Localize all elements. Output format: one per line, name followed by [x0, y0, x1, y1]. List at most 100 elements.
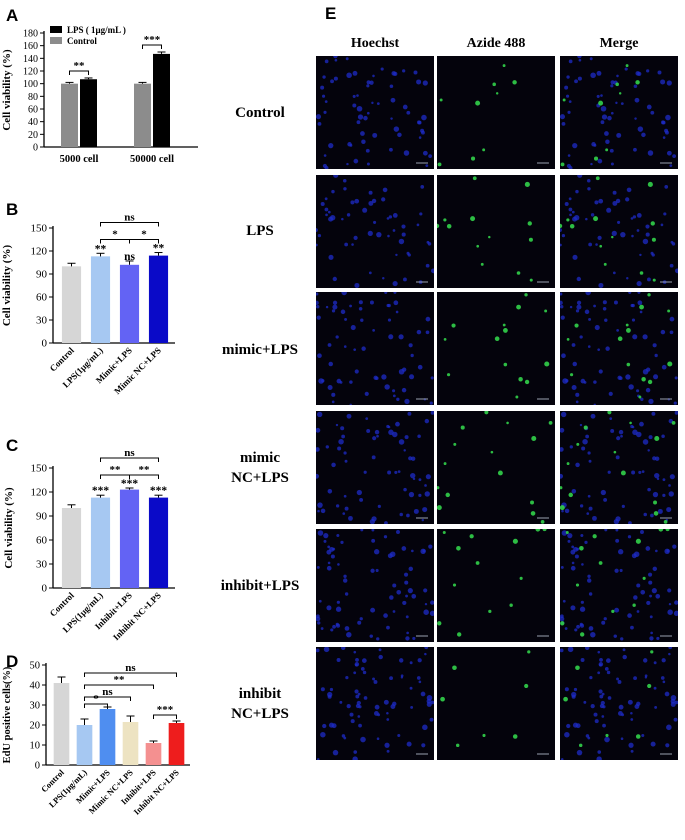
nucleus-dot — [673, 717, 678, 722]
edu-dot — [456, 632, 462, 637]
nucleus-dot — [413, 70, 418, 75]
nucleus-dot — [422, 80, 428, 86]
nucleus-dot — [404, 398, 410, 405]
edu-dot — [495, 92, 499, 95]
nucleus-dot — [350, 325, 356, 331]
edu-dot — [671, 420, 676, 425]
micrograph-image — [316, 411, 434, 524]
nucleus-dot — [349, 403, 352, 405]
edu-dot — [653, 500, 658, 505]
nucleus-dot — [411, 549, 414, 553]
nucleus-dot — [668, 491, 674, 497]
bar-5 — [168, 723, 185, 765]
nucleus-dot — [405, 594, 408, 598]
micrograph-hoechst-row-2 — [316, 292, 434, 405]
edu-dot — [568, 492, 573, 498]
nucleus-dot — [328, 361, 333, 367]
nucleus-dot — [565, 94, 570, 98]
significance-label: ** — [74, 60, 86, 72]
nucleus-dot — [349, 143, 353, 147]
nucleus-dot — [323, 154, 327, 157]
edu-dot — [530, 511, 536, 516]
nucleus-dot — [396, 397, 400, 401]
nucleus-dot — [621, 713, 625, 717]
nucleus-dot — [320, 731, 326, 738]
nucleus-dot — [387, 303, 391, 308]
nucleus-dot — [600, 700, 605, 706]
nucleus-dot — [631, 234, 634, 238]
nucleus-dot — [338, 438, 344, 445]
nucleus-dot — [632, 334, 638, 340]
edu-dot — [647, 181, 653, 188]
edu-dot — [443, 218, 447, 222]
nucleus-dot — [572, 254, 578, 260]
nucleus-dot — [322, 163, 327, 169]
edu-dot — [613, 450, 617, 454]
nucleus-dot — [342, 178, 347, 183]
nucleus-dot — [344, 506, 349, 511]
nucleus-dot — [316, 565, 320, 569]
nucleus-dot — [371, 516, 377, 522]
edu-dot — [560, 505, 565, 511]
nucleus-dot — [561, 530, 568, 536]
nucleus-dot — [418, 478, 422, 482]
nucleus-dot — [652, 343, 657, 348]
nucleus-dot — [358, 307, 363, 311]
nucleus-dot — [633, 84, 638, 89]
edu-dot — [437, 621, 442, 626]
nucleus-dot — [353, 650, 357, 654]
micrograph-image — [316, 647, 434, 760]
nucleus-dot — [383, 535, 388, 539]
nucleus-dot — [674, 700, 678, 705]
nucleus-dot — [335, 335, 339, 339]
nucleus-dot — [641, 132, 646, 138]
nucleus-dot — [574, 554, 579, 559]
y-tick-label: 120 — [31, 246, 48, 258]
edu-dot — [518, 377, 523, 382]
nucleus-dot — [567, 533, 573, 539]
nucleus-dot — [402, 600, 407, 606]
nucleus-dot — [430, 600, 434, 605]
nucleus-dot — [353, 235, 358, 240]
nucleus-dot — [321, 94, 326, 98]
nucleus-dot — [424, 491, 430, 497]
nucleus-dot — [560, 565, 564, 569]
nucleus-dot — [318, 599, 322, 603]
edu-dot — [527, 650, 531, 654]
nucleus-dot — [395, 421, 400, 427]
edu-dot — [452, 583, 457, 587]
nucleus-dot — [397, 470, 401, 473]
edu-dot — [503, 362, 508, 367]
nucleus-dot — [649, 594, 652, 598]
nucleus-dot — [410, 705, 414, 709]
nucleus-dot — [672, 544, 677, 549]
nucleus-dot — [630, 749, 634, 753]
nucleus-dot — [417, 364, 423, 370]
nucleus-dot — [630, 424, 634, 429]
nucleus-dot — [331, 462, 336, 468]
micrograph-merge-row-2 — [560, 292, 678, 405]
nucleus-dot — [562, 599, 566, 603]
nucleus-dot — [654, 472, 660, 479]
nucleus-dot — [420, 185, 425, 189]
nucleus-dot — [375, 376, 379, 381]
nucleus-dot — [422, 549, 426, 553]
nucleus-dot — [331, 400, 335, 404]
nucleus-dot — [642, 439, 649, 445]
micrograph-hoechst-row-4 — [316, 529, 434, 642]
significance-label: ** — [114, 674, 126, 686]
edu-dot — [524, 683, 529, 689]
nucleus-dot — [428, 544, 433, 549]
nucleus-dot — [660, 223, 664, 227]
nucleus-dot — [403, 487, 407, 492]
edu-dot — [503, 328, 508, 333]
nucleus-dot — [666, 150, 672, 156]
edu-dot — [611, 609, 615, 614]
edu-dot — [653, 511, 659, 516]
nucleus-dot — [632, 215, 637, 219]
micrograph-image — [316, 175, 434, 288]
nucleus-dot — [673, 610, 678, 616]
nucleus-dot — [424, 647, 429, 650]
nucleus-dot — [372, 677, 375, 681]
nucleus-dot — [616, 74, 619, 78]
